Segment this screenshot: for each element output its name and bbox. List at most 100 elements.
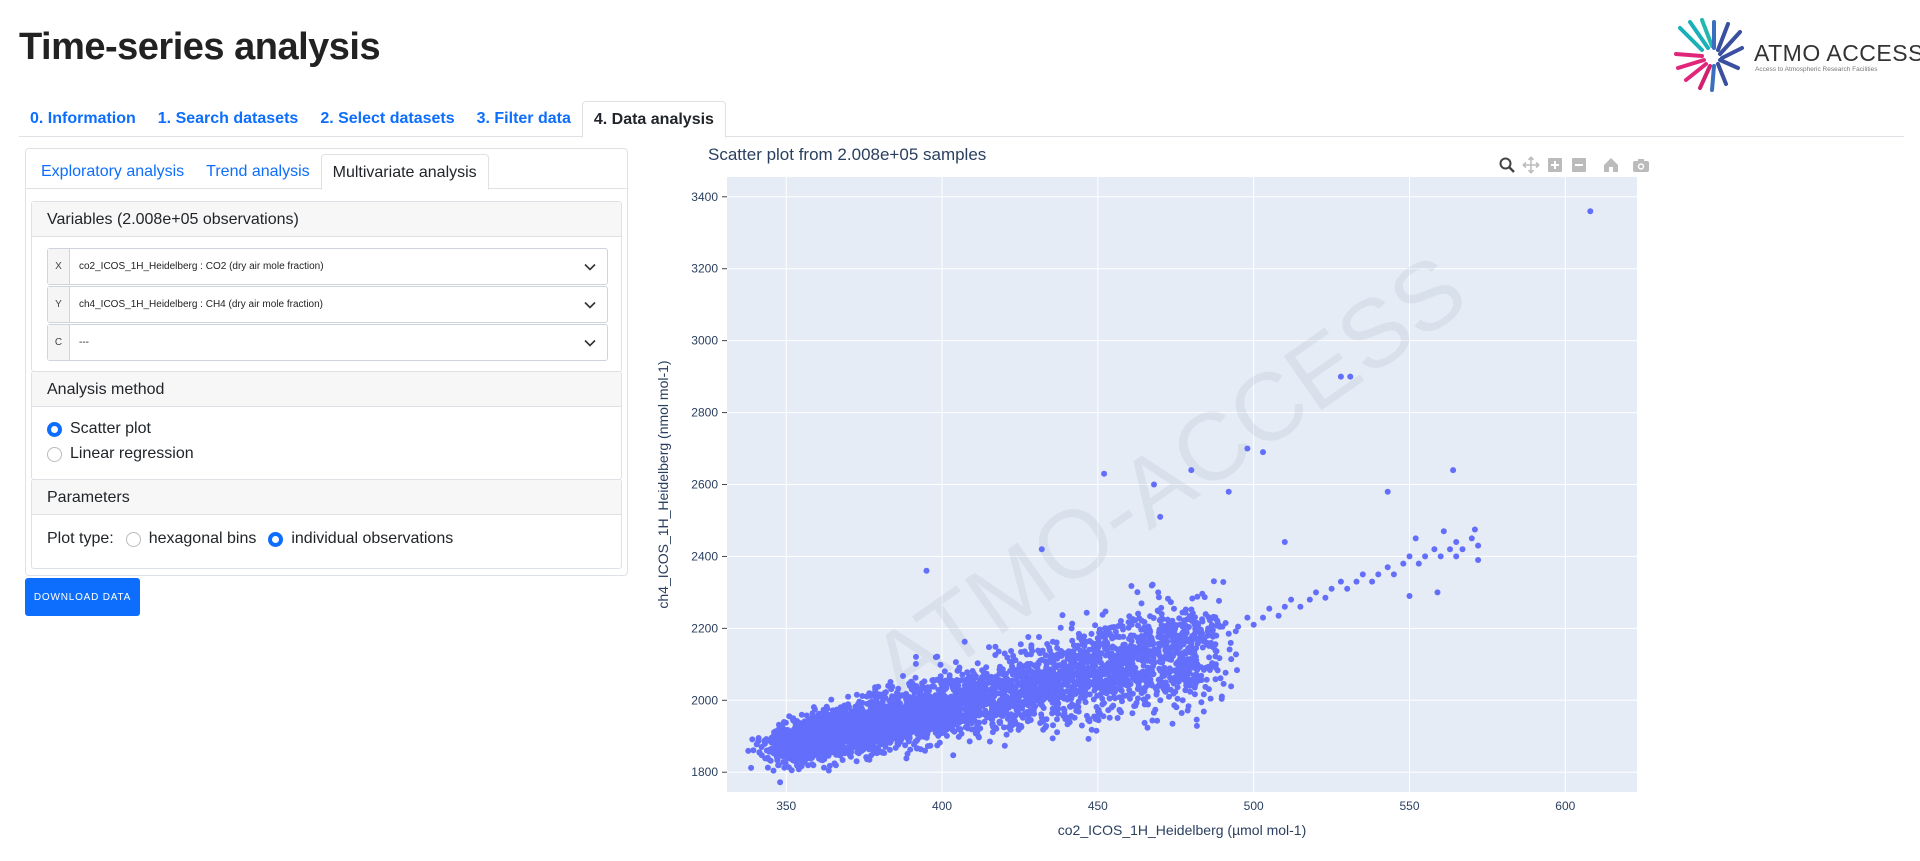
data-point — [827, 722, 833, 728]
data-point — [745, 748, 751, 754]
data-point — [1182, 622, 1188, 628]
data-point — [913, 675, 919, 681]
data-point — [1202, 684, 1208, 690]
data-point — [1100, 612, 1106, 618]
data-point — [997, 720, 1003, 726]
data-point — [1142, 701, 1148, 707]
data-point — [996, 671, 1002, 677]
data-point — [1041, 705, 1047, 711]
data-point — [1050, 722, 1056, 728]
data-point — [1161, 673, 1167, 679]
data-point — [790, 715, 796, 721]
data-point — [1154, 718, 1160, 724]
data-point — [1001, 699, 1007, 705]
data-point — [1033, 688, 1039, 694]
data-point — [1076, 631, 1082, 637]
data-point — [1003, 671, 1009, 677]
data-point — [1017, 701, 1023, 707]
data-point — [1125, 672, 1131, 678]
data-point — [1435, 589, 1441, 595]
camera-icon[interactable] — [1632, 156, 1650, 174]
data-point — [1079, 674, 1085, 680]
data-point — [845, 694, 851, 700]
data-point — [1354, 579, 1360, 585]
data-point — [1193, 628, 1199, 634]
data-point — [1422, 553, 1428, 559]
data-point — [1104, 690, 1110, 696]
data-point — [1060, 612, 1066, 618]
data-point — [1188, 642, 1194, 648]
data-point — [1058, 653, 1064, 659]
pan-icon[interactable] — [1522, 156, 1540, 174]
data-point — [1163, 679, 1169, 685]
data-point — [938, 662, 944, 668]
data-point — [1201, 691, 1207, 697]
data-point — [1453, 553, 1459, 559]
data-point — [940, 691, 946, 697]
data-point — [749, 736, 755, 742]
data-point — [1036, 634, 1042, 640]
data-point — [1205, 628, 1211, 634]
data-point — [1139, 600, 1145, 606]
data-point — [1228, 640, 1234, 646]
data-point — [1228, 656, 1234, 662]
data-point — [1053, 640, 1059, 646]
data-point — [1051, 666, 1057, 672]
data-point — [1132, 665, 1138, 671]
data-point — [1015, 667, 1021, 673]
data-point — [1149, 683, 1155, 689]
zoom-out-icon[interactable] — [1570, 156, 1588, 174]
data-point — [924, 723, 930, 729]
data-point — [1050, 672, 1056, 678]
zoom-icon[interactable] — [1498, 156, 1516, 174]
data-point — [1115, 634, 1121, 640]
data-point — [1082, 649, 1088, 655]
data-point — [1234, 667, 1240, 673]
data-point — [1086, 736, 1092, 742]
data-point — [1090, 661, 1096, 667]
reset-axes-icon[interactable] — [1602, 156, 1620, 174]
data-point — [1235, 624, 1241, 630]
x-axis-title: co2_ICOS_1H_Heidelberg (µmol mol-1) — [1058, 822, 1307, 838]
data-point — [1126, 619, 1132, 625]
data-point — [1136, 639, 1142, 645]
data-point — [828, 697, 834, 703]
data-point — [1189, 633, 1195, 639]
data-point — [1400, 561, 1406, 567]
data-point — [1047, 648, 1053, 654]
data-point — [1126, 613, 1132, 619]
data-point — [1109, 704, 1115, 710]
data-point — [1195, 676, 1201, 682]
zoom-in-icon[interactable] — [1546, 156, 1564, 174]
data-point — [1109, 635, 1115, 641]
data-point — [939, 710, 945, 716]
data-point — [1123, 693, 1129, 699]
data-point — [924, 731, 930, 737]
data-point — [971, 692, 977, 698]
data-point — [1475, 557, 1481, 563]
data-point — [1092, 649, 1098, 655]
data-point — [1192, 691, 1198, 697]
data-point — [1015, 722, 1021, 728]
data-point — [975, 660, 981, 666]
data-point — [1039, 546, 1045, 552]
data-point — [1066, 718, 1072, 724]
data-point — [964, 705, 970, 711]
data-point — [1182, 649, 1188, 655]
data-point — [1219, 696, 1225, 702]
data-point — [992, 644, 998, 650]
data-point — [1168, 599, 1174, 605]
data-point — [893, 745, 899, 751]
data-point — [1347, 374, 1353, 380]
data-point — [1019, 713, 1025, 719]
data-point — [1192, 685, 1198, 691]
data-point — [896, 695, 902, 701]
data-point — [757, 750, 763, 756]
data-point — [1185, 672, 1191, 678]
data-point — [956, 667, 962, 673]
data-point — [1098, 691, 1104, 697]
data-point — [1040, 727, 1046, 733]
data-point — [1148, 640, 1154, 646]
data-point — [922, 748, 928, 754]
